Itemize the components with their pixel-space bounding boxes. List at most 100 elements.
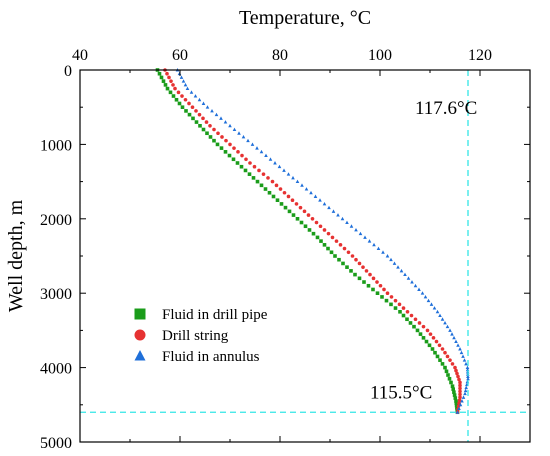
data-point	[313, 194, 318, 198]
data-point	[303, 224, 308, 229]
data-point	[458, 347, 462, 351]
data-point	[208, 135, 213, 139]
data-point	[459, 350, 464, 355]
data-point	[440, 347, 445, 351]
data-point	[275, 198, 280, 202]
data-point	[376, 246, 381, 251]
data-point	[165, 86, 170, 91]
data-point	[458, 386, 462, 391]
data-point	[241, 135, 246, 139]
data-point	[447, 376, 452, 381]
data-point	[455, 371, 459, 376]
data-point	[337, 257, 341, 262]
data-point	[443, 321, 447, 325]
data-point	[438, 313, 442, 317]
data-point	[340, 216, 345, 221]
data-point	[185, 86, 190, 91]
data-point	[204, 120, 209, 124]
data-point	[408, 321, 413, 325]
data-point	[380, 295, 384, 299]
data-point	[382, 287, 386, 292]
data-point	[250, 142, 255, 146]
data-point	[389, 295, 394, 299]
y-tick-label: 5000	[40, 435, 72, 452]
data-point	[228, 142, 232, 147]
x-tick-label: 80	[272, 47, 288, 64]
data-point	[417, 321, 422, 325]
data-point	[410, 280, 414, 284]
data-point	[466, 374, 470, 378]
data-point	[446, 373, 450, 377]
data-point	[425, 328, 430, 333]
data-point	[406, 276, 411, 280]
data-point	[345, 265, 349, 269]
data-point	[455, 405, 459, 410]
data-point	[248, 161, 252, 165]
data-point	[232, 127, 237, 131]
x-tick-label: 60	[172, 47, 188, 64]
data-point	[198, 124, 202, 128]
data-point	[342, 246, 347, 251]
data-point	[307, 228, 312, 232]
data-point	[393, 306, 398, 310]
data-point	[304, 187, 309, 191]
data-point	[180, 94, 184, 98]
data-point	[173, 86, 177, 91]
data-point	[366, 283, 371, 288]
data-point	[183, 82, 188, 87]
data-point	[311, 231, 316, 236]
data-point	[457, 406, 461, 410]
data-point	[460, 399, 464, 403]
data-point	[413, 317, 418, 322]
data-point	[454, 403, 459, 408]
data-point	[462, 358, 467, 362]
data-point	[167, 75, 171, 80]
data-point	[191, 116, 195, 121]
data-point	[266, 176, 270, 180]
data-point	[464, 361, 468, 366]
data-point	[445, 324, 450, 329]
data-point	[421, 324, 426, 329]
data-point	[251, 176, 256, 180]
data-point	[389, 302, 393, 307]
data-point	[243, 168, 248, 173]
data-point	[322, 228, 327, 232]
data-point	[357, 261, 362, 266]
data-point	[274, 183, 279, 188]
data-point	[283, 205, 288, 210]
data-point	[397, 302, 402, 307]
data-point	[214, 112, 219, 117]
data-point	[354, 228, 358, 232]
data-point	[174, 97, 179, 102]
data-point	[189, 90, 194, 94]
data-point	[212, 138, 216, 143]
data-point	[443, 350, 447, 355]
data-point	[452, 390, 456, 394]
data-point	[450, 384, 455, 388]
data-point	[215, 142, 220, 147]
data-point	[246, 138, 250, 143]
data-point	[371, 287, 375, 292]
data-point	[334, 239, 339, 243]
data-point	[210, 108, 214, 113]
data-point	[295, 217, 300, 221]
legend-marker	[134, 350, 146, 361]
data-point	[426, 298, 431, 303]
data-point	[440, 317, 445, 321]
legend-label: Fluid in annulus	[162, 349, 260, 365]
data-point	[440, 362, 445, 366]
data-point	[257, 168, 261, 173]
data-point	[237, 131, 241, 135]
data-point	[194, 109, 198, 113]
data-point	[223, 120, 228, 124]
data-point	[430, 347, 435, 351]
x-tick-label: 100	[368, 47, 392, 64]
data-point	[205, 131, 209, 136]
data-point	[278, 187, 283, 191]
data-point	[286, 194, 291, 199]
data-point	[429, 302, 434, 306]
data-point	[449, 380, 453, 385]
data-point	[405, 317, 409, 322]
data-point	[216, 131, 220, 136]
